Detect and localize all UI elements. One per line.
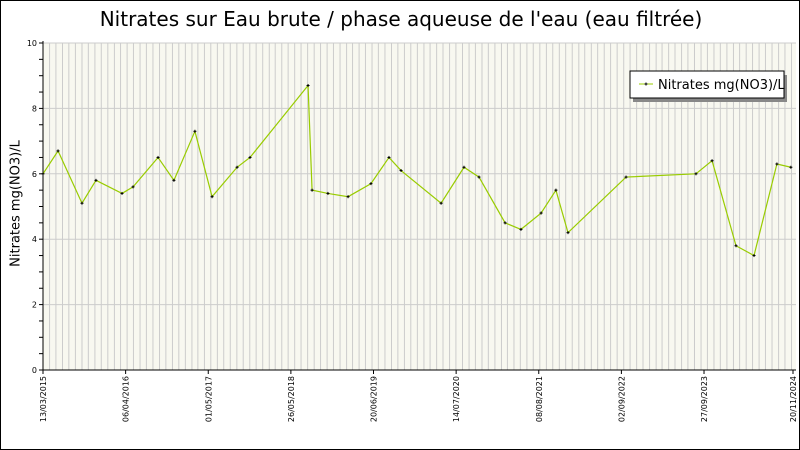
y-tick-label: 0 xyxy=(32,366,37,375)
data-point xyxy=(235,165,239,169)
x-tick-label: 20/06/2019 xyxy=(370,376,379,422)
data-point xyxy=(94,178,98,182)
data-point xyxy=(172,178,176,182)
data-point xyxy=(734,244,738,248)
data-point xyxy=(80,201,84,205)
data-point xyxy=(789,165,793,169)
x-tick-label: 20/11/2024 xyxy=(789,376,798,422)
x-tick-label: 02/09/2022 xyxy=(617,376,626,422)
data-point xyxy=(387,155,391,159)
x-tick-label: 27/09/2023 xyxy=(700,376,709,422)
data-point xyxy=(248,155,252,159)
y-tick-label: 6 xyxy=(32,170,37,179)
legend-label: Nitrates mg(NO3)/L xyxy=(658,78,785,93)
data-point xyxy=(710,159,714,163)
data-point xyxy=(566,231,570,235)
data-point xyxy=(539,211,543,215)
data-point xyxy=(554,188,558,192)
y-tick-label: 8 xyxy=(32,104,37,113)
data-point xyxy=(346,195,350,199)
x-tick-label: 01/05/2017 xyxy=(204,376,213,422)
legend-box xyxy=(629,70,785,99)
data-point xyxy=(210,195,214,199)
x-tick-label: 08/08/2021 xyxy=(535,376,544,422)
data-point xyxy=(369,182,373,186)
data-point xyxy=(120,191,124,195)
data-point xyxy=(462,165,466,169)
data-point xyxy=(503,221,507,225)
series-line xyxy=(42,83,792,257)
legend: Nitrates mg(NO3)/L xyxy=(629,70,787,102)
data-point xyxy=(41,172,45,176)
y-tick-label: 4 xyxy=(32,235,37,244)
data-point xyxy=(156,155,160,159)
x-tick-label: 13/03/2015 xyxy=(39,376,48,422)
data-point xyxy=(477,175,481,179)
chart-title: Nitrates sur Eau brute / phase aqueuse d… xyxy=(99,7,703,31)
data-point xyxy=(752,254,756,258)
data-point xyxy=(326,191,330,195)
x-tick-label: 06/04/2016 xyxy=(122,376,131,422)
data-point xyxy=(519,227,523,231)
data-point xyxy=(775,162,779,166)
data-point xyxy=(399,169,403,173)
data-point xyxy=(439,201,443,205)
data-point xyxy=(131,185,135,189)
data-point xyxy=(193,129,197,133)
x-tick-label: 26/05/2018 xyxy=(287,376,296,422)
data-point xyxy=(624,175,628,179)
data-point xyxy=(56,149,60,153)
y-tick-label: 10 xyxy=(27,39,37,48)
x-tick-label: 14/07/2020 xyxy=(452,376,461,422)
data-point xyxy=(310,188,314,192)
data-point xyxy=(694,172,698,176)
data-point xyxy=(306,84,310,88)
y-tick-label: 2 xyxy=(32,301,37,310)
